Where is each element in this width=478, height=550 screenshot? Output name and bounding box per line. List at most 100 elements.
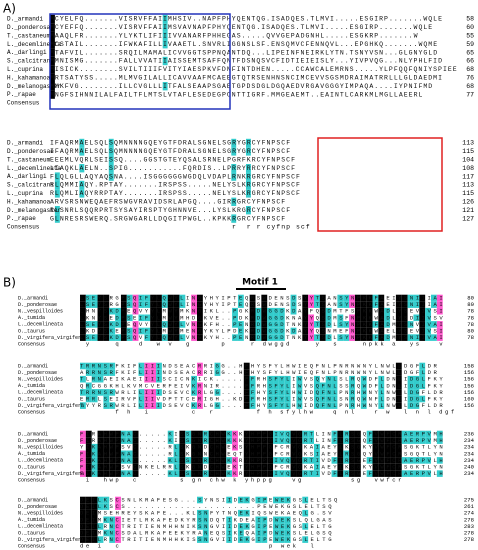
- sequence: ARVSRSNWEQAEFRSWGVRAVIDSRLAPGQ....GIRRGR…: [50, 199, 285, 206]
- residue-shade: [436, 437, 443, 444]
- residue-shade: [115, 314, 121, 322]
- residue-shade: [185, 437, 192, 444]
- residue-shade: [246, 164, 251, 173]
- residue-shade: [243, 523, 250, 530]
- consensus-label: Consensus: [7, 224, 40, 231]
- residue-shade: [115, 430, 121, 438]
- residue-shade: [319, 321, 326, 328]
- position-number: 234: [464, 457, 475, 464]
- residue-shade: [354, 294, 361, 302]
- residue-shade: [249, 294, 256, 302]
- residue-shade: [243, 395, 250, 403]
- residue-shade: [425, 307, 431, 315]
- residue-shade: [372, 450, 379, 458]
- position-number: 156: [464, 402, 474, 409]
- residue-shade: [109, 307, 116, 315]
- residue-shade: [331, 389, 338, 396]
- residue-shade: [109, 516, 116, 524]
- residue-shade: [390, 450, 396, 458]
- residue-shade: [395, 382, 402, 390]
- residue-shade: [220, 443, 227, 451]
- residue-shade: [144, 375, 151, 383]
- residue-shade: [144, 369, 151, 376]
- residue-shade: [395, 395, 402, 403]
- residue-shade: [261, 430, 268, 438]
- residue-shade: [325, 314, 332, 322]
- residue-shade: [80, 529, 86, 537]
- position-number: 78: [467, 314, 474, 321]
- residue-shade: [255, 450, 262, 458]
- residue-shade: [85, 362, 92, 370]
- sequence: IFAQRMAELSQLSQMNNNNGQEYGTFDRALSGNELSGRYG…: [50, 148, 290, 155]
- residue-shade: [360, 294, 367, 302]
- residue-shade: [97, 463, 104, 471]
- residue-shade: [296, 470, 303, 477]
- species-name: A._tumida: [18, 383, 45, 389]
- residue-shade: [103, 463, 110, 471]
- residue-shade: [273, 430, 279, 438]
- residue-shade: [220, 463, 227, 471]
- residue-shade: [273, 470, 279, 477]
- residue-shade: [161, 334, 168, 341]
- residue-shade: [91, 395, 98, 403]
- position-number: 236: [464, 430, 474, 437]
- residue-shade: [337, 437, 344, 444]
- residue-shade: [267, 402, 274, 409]
- residue-shade: [413, 382, 420, 390]
- residue-shade: [115, 503, 121, 510]
- residue-shade: [97, 470, 104, 477]
- residue-shade: [173, 294, 180, 302]
- residue-shade: [278, 395, 285, 403]
- residue-shade: [202, 430, 209, 438]
- residue-shade: [97, 443, 104, 451]
- residue-shade: [103, 369, 110, 376]
- residue-shade: [208, 463, 215, 471]
- position-number: 60: [466, 24, 474, 31]
- position-number: 108: [462, 165, 474, 172]
- residue-shade: [138, 327, 145, 335]
- residue-shade: [349, 463, 355, 471]
- residue-shade: [179, 321, 186, 328]
- residue-shade: [273, 516, 279, 524]
- residue-shade: [395, 307, 402, 315]
- position-number: 65: [466, 49, 474, 56]
- sequence: DEILKSCS......................PEWEKGSLEL…: [80, 503, 332, 510]
- residue-shade: [395, 334, 402, 341]
- residue-shade: [401, 457, 408, 464]
- highlight-box: [49, 13, 231, 110]
- residue-shade: [85, 443, 92, 451]
- residue-shade: [390, 457, 396, 464]
- residue-shade: [366, 314, 373, 322]
- residue-shade: [360, 321, 367, 328]
- position-number: 156: [464, 376, 474, 383]
- residue-shade: [319, 395, 326, 403]
- residue-shade: [197, 382, 203, 390]
- residue-shade: [325, 402, 332, 409]
- residue-shade: [395, 450, 402, 458]
- residue-shade: [425, 321, 431, 328]
- residue-shade: [319, 327, 326, 335]
- residue-shade: [150, 334, 157, 341]
- sequence: DEILKSCSNLKRAFESG...SYNSIIDEKGIPEWEKGSLE…: [80, 496, 338, 503]
- residue-shade: [431, 334, 437, 341]
- residue-shade: [237, 327, 244, 335]
- residue-shade: [85, 389, 92, 396]
- residue-shade: [284, 516, 291, 524]
- residue-shade: [273, 529, 279, 537]
- residue-shade: [231, 197, 237, 206]
- residue-shade: [246, 138, 251, 148]
- residue-shade: [284, 395, 291, 403]
- residue-shade: [97, 437, 104, 444]
- position-number: 156: [464, 382, 474, 389]
- residue-shade: [173, 321, 180, 328]
- residue-shade: [395, 443, 402, 451]
- residue-shade: [173, 457, 180, 464]
- residue-shade: [278, 529, 285, 537]
- residue-shade: [378, 294, 385, 302]
- residue-shade: [395, 463, 402, 471]
- residue-shade: [249, 463, 256, 471]
- residue-shade: [273, 334, 279, 341]
- species-name: D._virgifera_virgifera: [18, 537, 84, 543]
- residue-shade: [302, 314, 309, 322]
- residue-shade: [331, 382, 338, 390]
